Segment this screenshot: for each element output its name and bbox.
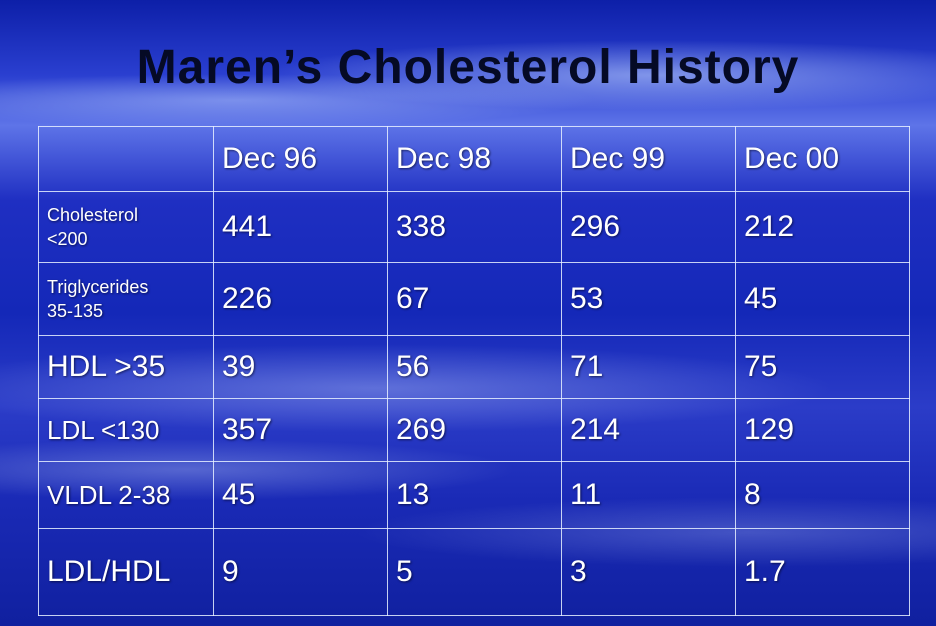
header-cell-dec00: Dec 00 bbox=[735, 126, 910, 192]
row-label-line2: 35-135 bbox=[47, 301, 104, 321]
table-cell: 53 bbox=[561, 262, 736, 336]
table-cell: 56 bbox=[387, 335, 562, 399]
table-cell: 11 bbox=[561, 461, 736, 529]
table-cell: 129 bbox=[735, 398, 910, 462]
row-label-line1: Triglycerides bbox=[47, 277, 149, 297]
row-label-hdl: HDL >35 bbox=[38, 335, 214, 399]
header-cell-dec96: Dec 96 bbox=[213, 126, 388, 192]
cholesterol-history-table: Dec 96 Dec 98 Dec 99 Dec 00 Cholesterol … bbox=[38, 126, 910, 616]
table-row-ldl-hdl-ratio: LDL/HDL 9 5 3 1.7 bbox=[38, 528, 910, 616]
table-cell: 212 bbox=[735, 191, 910, 263]
row-label-triglycerides: Triglycerides 35-135 bbox=[38, 262, 214, 336]
slide-title: Maren’s Cholesterol History bbox=[136, 41, 800, 94]
table-cell: 5 bbox=[387, 528, 562, 616]
table-cell: 45 bbox=[213, 461, 388, 529]
table-cell: 8 bbox=[735, 461, 910, 529]
table-cell: 338 bbox=[387, 191, 562, 263]
row-label-cholesterol: Cholesterol <200 bbox=[38, 191, 214, 263]
table-row-cholesterol: Cholesterol <200 441 338 296 212 bbox=[38, 191, 910, 263]
table-cell: 3 bbox=[561, 528, 736, 616]
table-cell: 226 bbox=[213, 262, 388, 336]
table-header-row: Dec 96 Dec 98 Dec 99 Dec 00 bbox=[38, 126, 910, 192]
table-cell: 71 bbox=[561, 335, 736, 399]
table-row-hdl: HDL >35 39 56 71 75 bbox=[38, 335, 910, 399]
table-cell: 296 bbox=[561, 191, 736, 263]
table-cell: 357 bbox=[213, 398, 388, 462]
row-label-line1: Cholesterol bbox=[47, 205, 139, 225]
row-label-vldl: VLDL 2-38 bbox=[38, 461, 214, 529]
table-row-triglycerides: Triglycerides 35-135 226 67 53 45 bbox=[38, 262, 910, 336]
header-cell-empty bbox=[38, 126, 214, 192]
table-row-vldl: VLDL 2-38 45 13 11 8 bbox=[38, 461, 910, 529]
table-row-ldl: LDL <130 357 269 214 129 bbox=[38, 398, 910, 462]
header-cell-dec99: Dec 99 bbox=[561, 126, 736, 192]
table-cell: 269 bbox=[387, 398, 562, 462]
table-cell: 39 bbox=[213, 335, 388, 399]
table-cell: 67 bbox=[387, 262, 562, 336]
row-label-ldl-hdl: LDL/HDL bbox=[38, 528, 214, 616]
table-cell: 45 bbox=[735, 262, 910, 336]
header-cell-dec98: Dec 98 bbox=[387, 126, 562, 192]
table-cell: 441 bbox=[213, 191, 388, 263]
table-cell: 9 bbox=[213, 528, 388, 616]
row-label-ldl: LDL <130 bbox=[38, 398, 214, 462]
table-cell: 1.7 bbox=[735, 528, 910, 616]
table-cell: 214 bbox=[561, 398, 736, 462]
table-cell: 75 bbox=[735, 335, 910, 399]
row-label-line2: <200 bbox=[47, 229, 88, 249]
table-cell: 13 bbox=[387, 461, 562, 529]
